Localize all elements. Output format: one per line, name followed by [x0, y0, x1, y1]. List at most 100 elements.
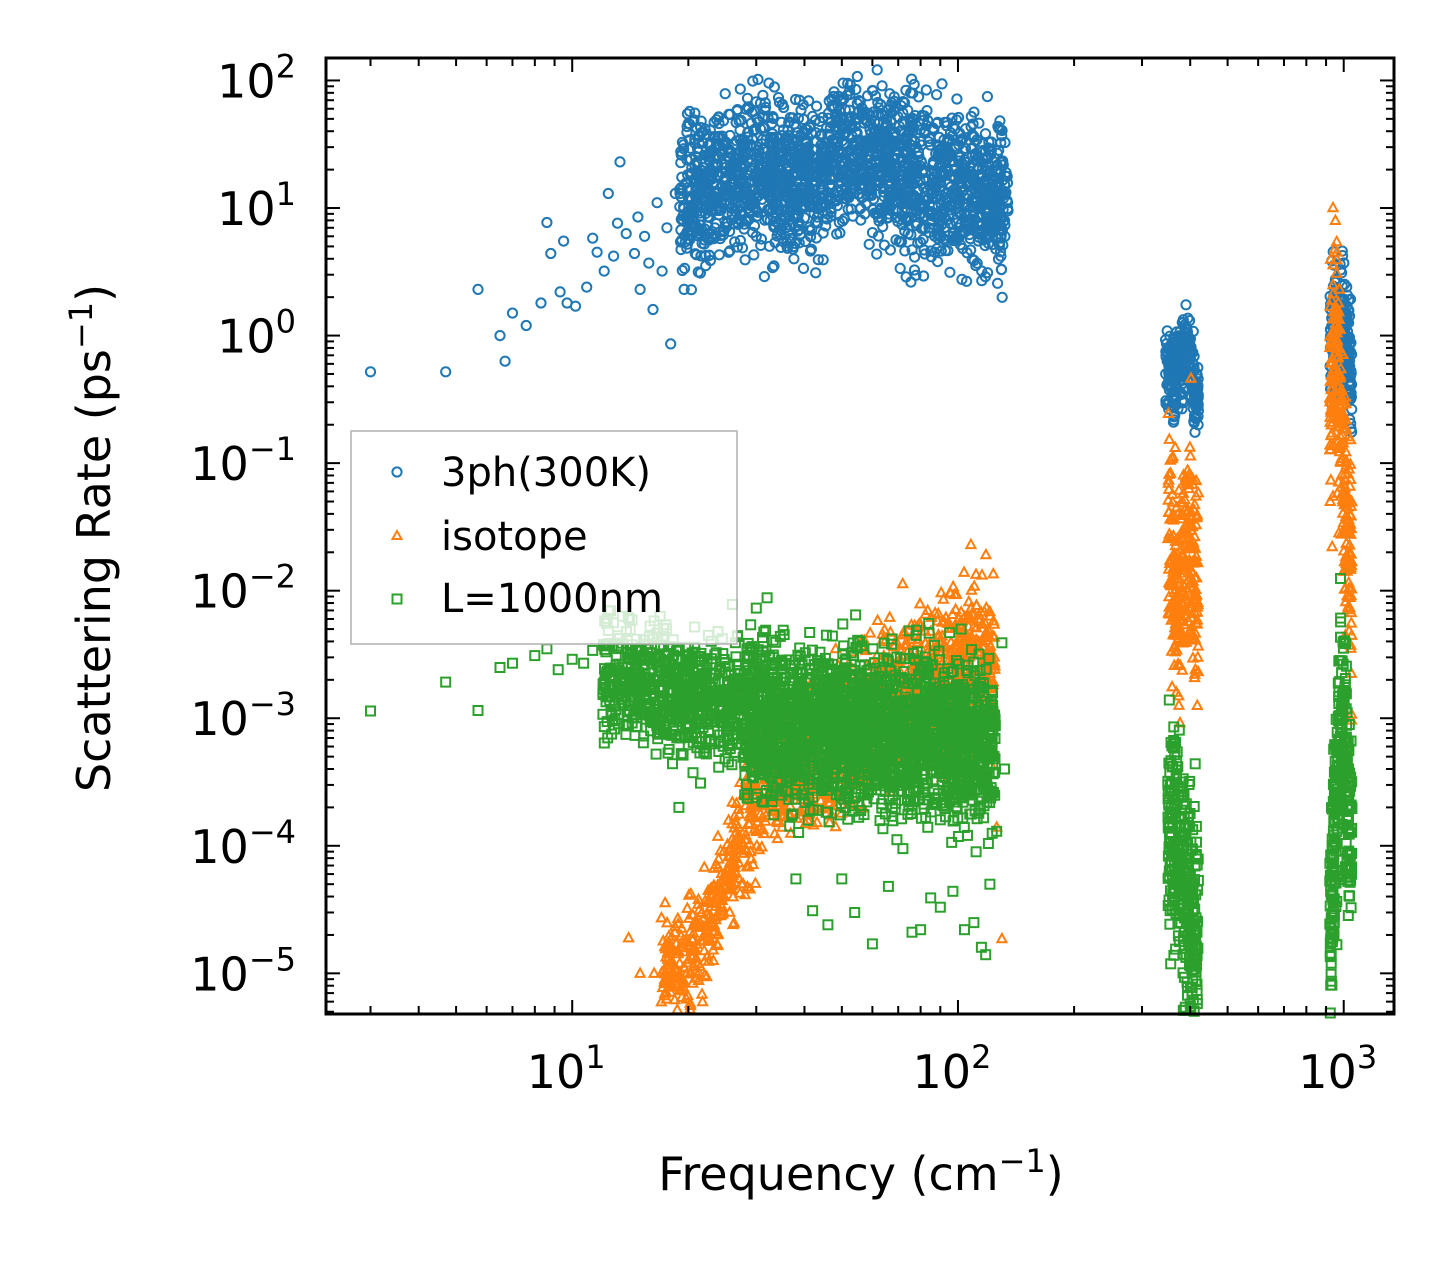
data-point — [957, 197, 969, 209]
data-point — [845, 167, 857, 179]
data-point — [817, 254, 829, 266]
data-point — [931, 89, 943, 101]
data-point — [925, 245, 937, 257]
data-point — [888, 172, 900, 184]
data-point — [985, 149, 997, 161]
data-point — [932, 232, 944, 245]
data-point — [995, 264, 1008, 276]
data-point — [888, 91, 900, 103]
data-point — [777, 124, 790, 136]
data-point — [697, 126, 709, 138]
data-point — [831, 200, 843, 212]
data-point — [877, 221, 889, 233]
data-point — [752, 73, 764, 86]
data-point — [675, 149, 687, 161]
data-point — [906, 73, 918, 85]
data-point — [939, 245, 952, 257]
data-point — [905, 229, 917, 241]
data-point — [731, 104, 744, 116]
data-point — [768, 260, 780, 272]
series-layer — [364, 64, 1359, 1019]
data-point — [676, 136, 689, 148]
data-point — [991, 164, 1003, 176]
data-point — [909, 173, 921, 185]
data-point — [956, 186, 968, 198]
data-point — [753, 158, 765, 170]
data-point — [950, 189, 962, 201]
data-point — [804, 224, 816, 236]
data-point — [763, 77, 775, 89]
data-point — [750, 96, 762, 108]
data-point — [810, 267, 822, 279]
data-point — [967, 218, 980, 230]
data-point — [865, 176, 877, 188]
data-point — [920, 84, 932, 96]
data-point — [829, 108, 841, 121]
data-point — [725, 202, 737, 214]
data-point — [885, 100, 897, 113]
data-point — [961, 275, 973, 287]
data-point — [953, 111, 965, 124]
data-point — [797, 262, 810, 274]
data-point — [736, 242, 749, 254]
data-point — [798, 113, 810, 126]
data-point — [890, 205, 902, 217]
data-point — [894, 262, 906, 274]
data-point — [827, 90, 840, 103]
data-point — [790, 181, 802, 193]
data-point — [678, 143, 690, 155]
data-point — [906, 244, 918, 256]
data-point — [675, 157, 687, 169]
data-point — [784, 219, 796, 231]
data-point — [676, 264, 688, 277]
data-point — [825, 206, 837, 219]
data-point — [686, 162, 698, 174]
data-point — [824, 122, 836, 134]
data-point — [734, 83, 746, 95]
data-point — [826, 93, 838, 105]
data-point — [716, 179, 728, 192]
data-point — [684, 105, 696, 118]
data-point — [828, 86, 840, 98]
data-point — [871, 207, 883, 219]
data-point — [715, 230, 727, 242]
data-point — [757, 144, 769, 156]
data-point — [995, 250, 1007, 262]
data-point — [790, 93, 802, 106]
data-point — [945, 188, 958, 200]
data-point — [943, 209, 955, 221]
data-point — [872, 96, 884, 109]
data-point — [965, 121, 977, 133]
data-point — [871, 248, 883, 260]
data-point — [724, 185, 736, 197]
data-point — [871, 142, 883, 155]
data-point — [809, 114, 822, 126]
data-point — [936, 78, 948, 90]
data-point — [909, 251, 921, 263]
data-point — [884, 244, 897, 256]
data-point — [757, 89, 769, 101]
data-point — [692, 266, 704, 278]
data-point — [851, 70, 863, 83]
data-point — [995, 137, 1007, 149]
data-point — [805, 231, 817, 243]
data-point — [697, 137, 709, 149]
data-point — [825, 210, 837, 222]
data-point — [802, 181, 815, 193]
data-point — [967, 210, 979, 222]
data-point — [863, 238, 875, 250]
data-point — [679, 262, 691, 274]
data-point — [747, 75, 759, 87]
data-point — [900, 84, 912, 96]
data-point — [751, 113, 763, 125]
data-point — [932, 256, 944, 268]
data-point — [719, 88, 731, 100]
data-point — [754, 123, 767, 135]
data-point — [805, 159, 818, 171]
data-point — [871, 64, 883, 76]
data-point — [990, 243, 1002, 255]
data-point — [735, 114, 747, 127]
data-point — [775, 116, 788, 128]
data-point — [912, 237, 924, 249]
data-point — [812, 217, 824, 229]
